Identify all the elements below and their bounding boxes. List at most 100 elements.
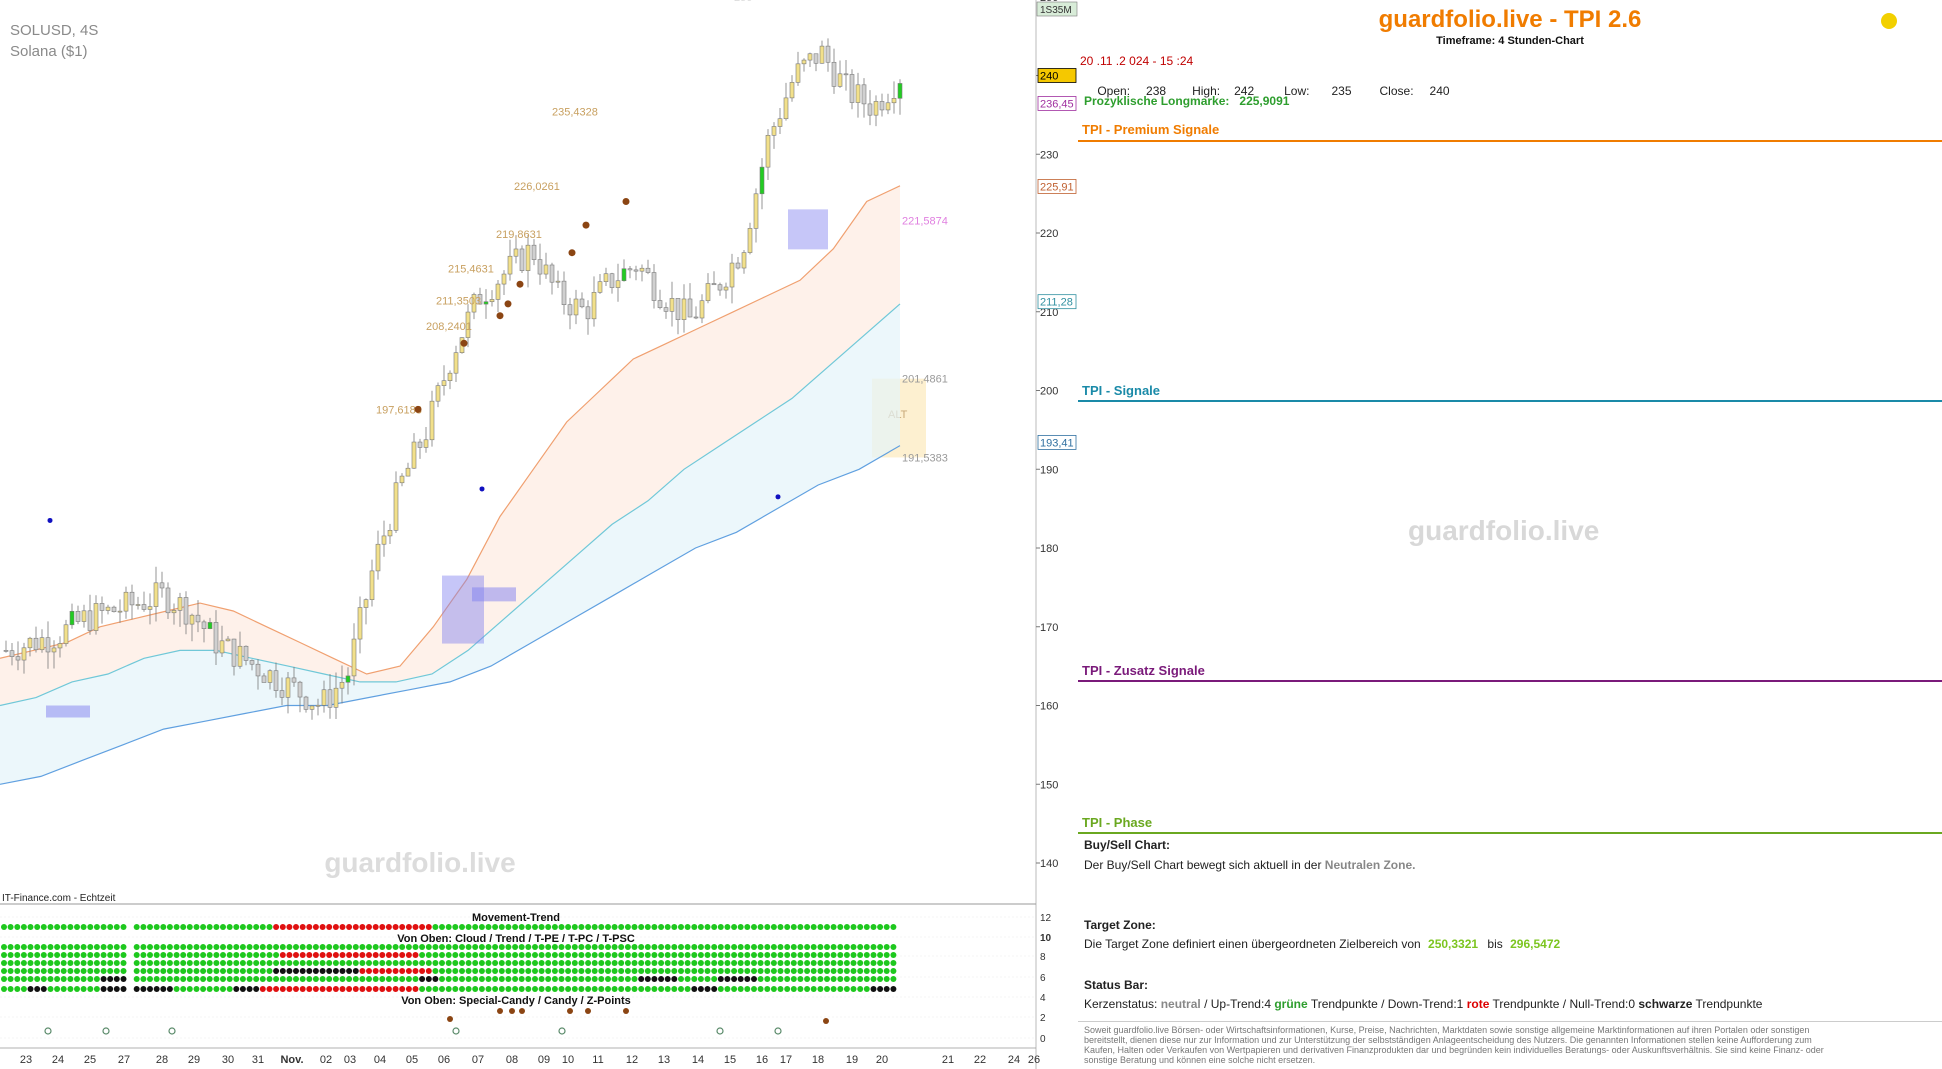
trend-dot (1, 986, 7, 992)
trend-dot (405, 960, 412, 966)
trend-dot (770, 976, 777, 982)
x-tick-label: 12 (626, 1054, 638, 1066)
sub-axis-label: 4 (1040, 993, 1046, 1004)
trend-dot (266, 976, 273, 982)
trend-dot (346, 968, 353, 974)
trend-dot (545, 968, 552, 974)
candle-body (93, 603, 99, 631)
x-tick-label: 11 (592, 1054, 603, 1066)
trend-dot (870, 968, 877, 974)
candle-body (501, 273, 507, 285)
trend-dot (439, 924, 445, 930)
trend-dot (538, 952, 545, 958)
candle-body (309, 705, 315, 710)
trend-dot (293, 968, 299, 974)
trend-dot (166, 944, 173, 950)
candle-body (111, 606, 117, 613)
z-point (102, 1027, 110, 1035)
candle-body (189, 614, 195, 625)
trend-dot (598, 944, 605, 950)
trend-dot (591, 944, 598, 950)
trend-dot (598, 960, 605, 966)
trend-dot (877, 924, 884, 930)
trend-dot (459, 968, 465, 974)
trend-dot (206, 960, 213, 966)
trend-dot (697, 952, 704, 958)
trend-dot (399, 968, 406, 974)
candle-body (153, 582, 159, 607)
trend-dot (883, 944, 890, 950)
candle-body (147, 606, 153, 610)
price-tick-label: 140 (1040, 858, 1058, 870)
trend-dot (1, 952, 7, 958)
sub-axis-label: 2 (1040, 1013, 1046, 1024)
trend-dot (299, 944, 306, 950)
trend-dot (166, 968, 173, 974)
candlestick-chart[interactable]: ALT260,9305260,2799252,4326250,332125023… (0, 0, 1078, 1069)
x-tick-label: 31 (252, 1054, 264, 1066)
trend-dot (764, 976, 771, 982)
trend-dot (7, 944, 14, 950)
ema-slow-line (0, 445, 901, 785)
trend-dot (107, 968, 114, 974)
trend-dot (419, 924, 426, 930)
trend-dot (186, 960, 193, 966)
trend-dot (259, 944, 266, 950)
status-tp3: Trendpunkte (1695, 997, 1763, 1011)
trend-dot (206, 986, 213, 992)
trend-dot (379, 976, 386, 982)
candle-body (63, 624, 69, 644)
trend-dot (757, 976, 764, 982)
timeframe-badge-box (1036, 1, 1078, 17)
trend-dot (445, 924, 452, 930)
trend-dot (877, 976, 884, 982)
target-text-row: Die Target Zone definiert einen übergeor… (1084, 937, 1560, 951)
candle-body (837, 73, 843, 87)
trend-dot (618, 976, 625, 982)
trend-dot (492, 952, 499, 958)
price-tick-label: 170 (1040, 622, 1058, 634)
trend-dot (478, 976, 485, 982)
trend-dot (624, 944, 631, 950)
candle-body (99, 603, 105, 611)
price-badge-box (1037, 68, 1077, 83)
high-value: 242 (1234, 84, 1255, 98)
trend-dot (651, 968, 658, 974)
trend-dot (352, 944, 359, 950)
signal-dot (622, 198, 630, 205)
trend-dot (279, 968, 286, 974)
target-block: Target Zone: (1084, 918, 1156, 932)
trend-dot (631, 986, 638, 992)
trend-dot (784, 986, 791, 992)
trend-dot (100, 944, 107, 950)
trend-dot (246, 952, 253, 958)
trend-dot (664, 944, 671, 950)
trend-dot (339, 968, 346, 974)
trend-dot (870, 952, 877, 958)
trend-dot (332, 944, 339, 950)
trend-dot (618, 924, 625, 930)
trend-dot (598, 968, 605, 974)
trend-dot (220, 986, 226, 992)
x-tick-label: 19 (846, 1054, 858, 1066)
candle-body (45, 637, 51, 653)
trend-dot (551, 986, 558, 992)
trend-dot (332, 968, 339, 974)
candle-body (729, 262, 735, 288)
trend-dot (200, 976, 207, 982)
trend-dot (638, 986, 645, 992)
trend-dot (87, 952, 94, 958)
candle-body (861, 84, 867, 105)
trend-dot (644, 952, 651, 958)
trend-dot (7, 960, 14, 966)
trend-dot (180, 968, 187, 974)
trend-dot (512, 986, 519, 992)
trend-dot (80, 968, 87, 974)
trend-dot (273, 960, 280, 966)
trend-dot (558, 968, 565, 974)
trend-dot (153, 960, 160, 966)
trend-dot (405, 944, 412, 950)
trend-dot (790, 952, 797, 958)
x-tick-label: 15 (724, 1054, 736, 1066)
price-chart-area[interactable]: ALT260,9305260,2799252,4326250,332125023… (0, 0, 1078, 1069)
